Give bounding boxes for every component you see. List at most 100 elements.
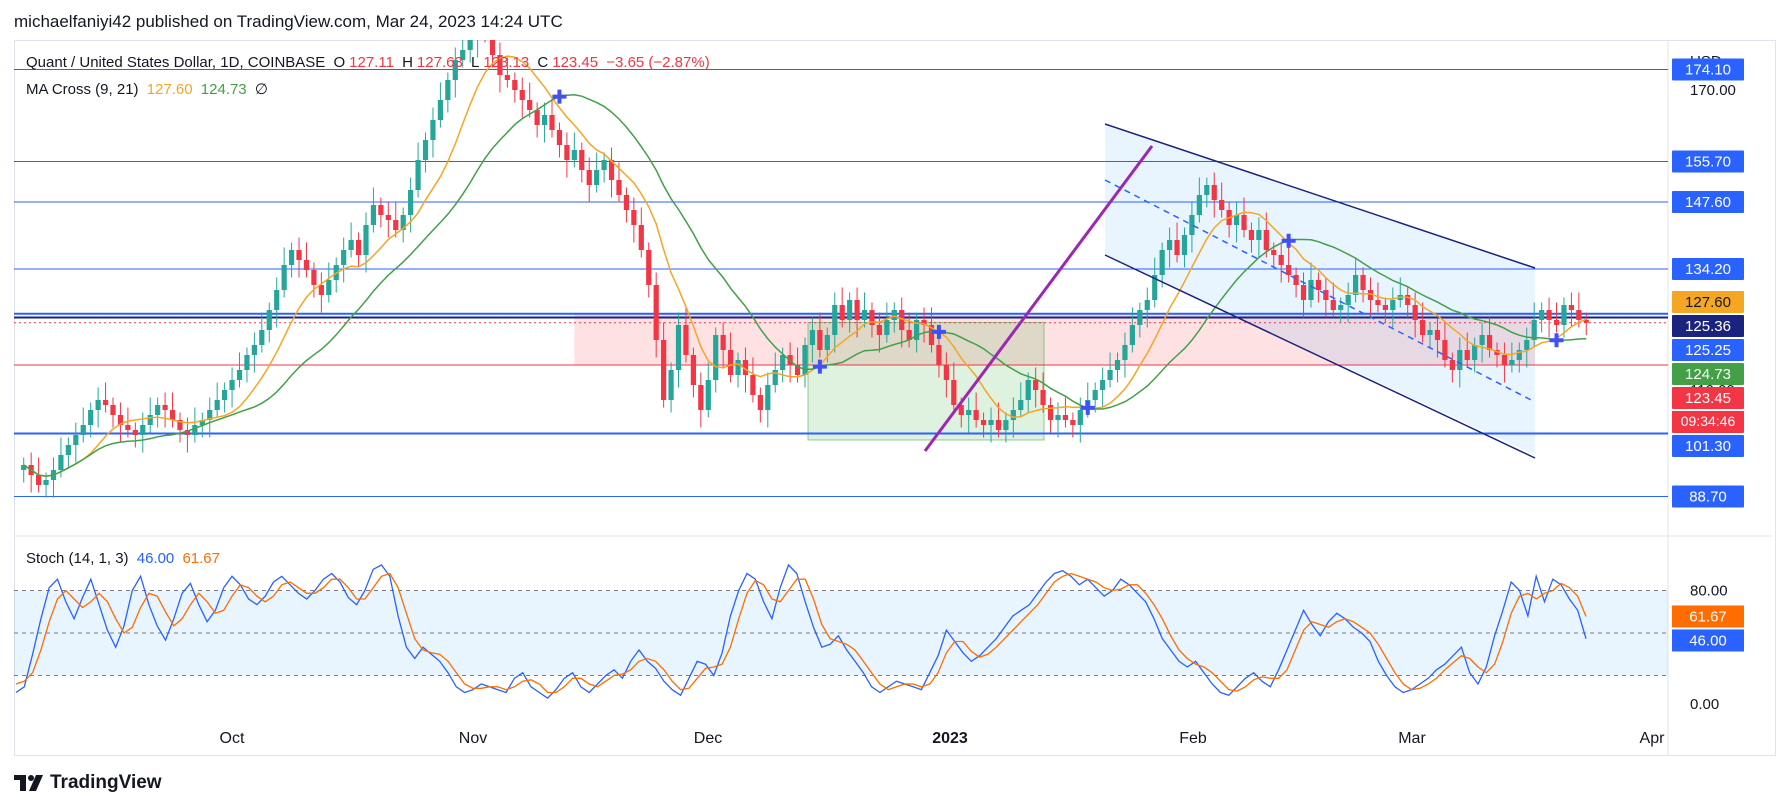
candle-body — [869, 310, 875, 325]
candle-body — [1010, 410, 1016, 420]
close-value: 123.45 — [552, 54, 599, 71]
candle-body — [653, 285, 659, 340]
candle-body — [735, 360, 741, 375]
candle-body — [1070, 420, 1076, 425]
candle-body — [661, 340, 667, 400]
price-label-text: 134.20 — [1685, 261, 1731, 278]
candle-body — [482, 30, 487, 35]
candle-body — [1040, 390, 1046, 405]
price-label-box — [1672, 150, 1744, 173]
high-label: H — [402, 54, 413, 71]
candle-body — [1546, 310, 1552, 320]
stoch-axis-tick: 80.00 — [1690, 583, 1728, 600]
candle-body — [780, 355, 786, 370]
candle-body — [1181, 235, 1188, 255]
candle-body — [1278, 255, 1284, 265]
candle-body — [1025, 380, 1031, 400]
candle-body — [1144, 300, 1150, 310]
close-label: C — [537, 54, 549, 71]
candle-body — [727, 350, 734, 375]
ma-fast-line — [23, 55, 1587, 478]
price-label-text: 125.25 — [1685, 342, 1731, 359]
tradingview-logo-text: TradingView — [50, 772, 162, 793]
candle-body — [1129, 325, 1135, 345]
price-label-box — [1672, 435, 1744, 457]
price-label-text: 123.45 — [1685, 390, 1731, 407]
candle-body — [534, 110, 540, 125]
candle-body — [519, 90, 525, 100]
candle-body — [1271, 250, 1277, 255]
ma-cross-marker — [1080, 400, 1095, 415]
candle-body — [1233, 215, 1240, 225]
candle-body — [1583, 320, 1589, 323]
candle-body — [1323, 290, 1329, 300]
candle-body — [675, 325, 682, 370]
candle-body — [1449, 360, 1455, 370]
candle-body — [244, 355, 250, 370]
candle-body — [169, 410, 176, 420]
candle-body — [951, 380, 957, 405]
candle-body — [899, 310, 905, 330]
candle-body — [422, 140, 429, 160]
stoch-k-line — [15, 563, 1587, 700]
candle-body — [980, 420, 987, 425]
candle-body — [571, 150, 577, 160]
candle-body — [1300, 285, 1307, 300]
candle-body — [1293, 275, 1299, 285]
ma-label: MA Cross (9, 21) — [26, 81, 139, 98]
ma-slow-line — [23, 94, 1587, 478]
candle-body — [110, 405, 116, 415]
candle-body — [408, 190, 414, 215]
chart-frame — [14, 40, 1776, 756]
price-label-text: 174.10 — [1685, 62, 1731, 79]
candle-body — [430, 120, 436, 140]
candle-body — [891, 310, 897, 320]
stoch-d-value: 61.67 — [182, 550, 220, 567]
candle-body — [608, 160, 615, 180]
candle-body — [631, 210, 637, 225]
price-label-box — [1672, 315, 1744, 337]
candle-body — [541, 115, 548, 125]
candle-body — [1137, 310, 1143, 325]
candle-body — [155, 405, 161, 415]
candle-body — [147, 415, 153, 425]
candle-body — [1033, 380, 1039, 390]
candle-body — [251, 345, 257, 355]
candle-body — [1419, 320, 1426, 335]
symbol-label: Quant / United States Dollar, 1D, COINBA… — [26, 54, 326, 71]
candle-body — [1166, 240, 1173, 250]
candle-body — [713, 335, 719, 380]
candle-body — [928, 325, 935, 345]
candle-body — [824, 335, 830, 350]
candle-body — [1375, 300, 1381, 305]
ma-cross-marker — [552, 89, 567, 104]
candle-body — [1248, 230, 1255, 240]
candle-body — [765, 385, 771, 410]
stoch-axis-tick: 0.00 — [1690, 696, 1719, 713]
candle-body — [1241, 215, 1247, 230]
candle-body — [363, 225, 369, 255]
price-label-text: 88.70 — [1689, 489, 1727, 506]
candle-body — [229, 380, 235, 390]
candle-body — [1152, 275, 1158, 300]
candle-body — [668, 370, 674, 400]
candle-body — [1472, 345, 1478, 360]
tradingview-logo[interactable]: TradingView — [14, 772, 162, 794]
candle-body — [1345, 295, 1351, 305]
candle-body — [742, 360, 749, 375]
candle-body — [1196, 195, 1202, 215]
candle-body — [1189, 215, 1195, 235]
candle-body — [1516, 350, 1522, 360]
candles-group — [21, 30, 1589, 498]
published-caption: michaelfaniyi42 published on TradingView… — [14, 12, 563, 31]
candle-body — [1315, 280, 1322, 290]
candle-body — [117, 415, 124, 425]
candle-body — [192, 425, 198, 435]
candle-body — [1353, 275, 1359, 295]
candle-body — [467, 40, 473, 50]
price-label-text: 155.70 — [1685, 154, 1731, 171]
candle-body — [1100, 380, 1106, 390]
candle-body — [757, 395, 763, 410]
candle-body — [817, 330, 823, 350]
